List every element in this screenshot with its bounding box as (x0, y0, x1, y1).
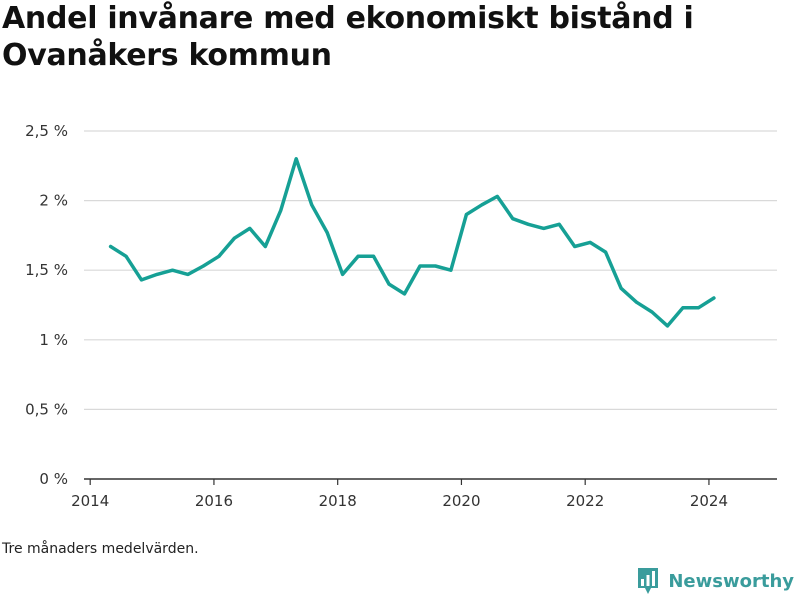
y-tick-label: 0 % (39, 470, 68, 488)
data-point (155, 272, 159, 276)
x-tick-label: 2022 (566, 492, 604, 510)
y-tick-label: 1 % (39, 331, 68, 349)
data-point (372, 254, 376, 258)
data-point (557, 222, 561, 226)
series-line (108, 157, 716, 328)
data-point (217, 254, 221, 258)
data-point (310, 203, 314, 207)
data-point (279, 208, 283, 212)
data-point (526, 222, 530, 226)
data-point (573, 245, 577, 249)
data-point (356, 254, 360, 258)
data-point (681, 306, 685, 310)
y-tick-label: 0,5 % (25, 400, 68, 418)
data-point (449, 268, 453, 272)
x-axis-ticks: 2014 2016 2018 2020 2022 2024 (71, 479, 728, 510)
y-tick-label: 2,5 % (25, 122, 68, 140)
data-point (433, 264, 437, 268)
data-point (170, 268, 174, 272)
y-axis-ticks: 0 % 0,5 % 1 % 1,5 % 2 % 2,5 % (25, 122, 68, 488)
data-point (495, 194, 499, 198)
x-tick-label: 2018 (319, 492, 357, 510)
data-point (696, 306, 700, 310)
data-point (140, 278, 144, 282)
x-tick-label: 2014 (71, 492, 109, 510)
y-tick-label: 1,5 % (25, 261, 68, 279)
data-point (186, 272, 190, 276)
data-point (232, 236, 236, 240)
chart-note: Tre månaders medelvärden. (2, 541, 199, 557)
data-point (650, 310, 654, 314)
brand-logo[interactable]: Newsworthy (636, 566, 794, 596)
data-point (635, 300, 639, 304)
series-layer (108, 157, 716, 328)
x-tick-label: 2024 (690, 492, 728, 510)
data-point (124, 254, 128, 258)
data-point (201, 264, 205, 268)
data-point (263, 245, 267, 249)
y-tick-label: 2 % (39, 192, 68, 210)
data-point (294, 157, 298, 161)
data-point (403, 292, 407, 296)
chart-title: Andel invånare med ekonomiskt bistånd i … (2, 1, 694, 73)
data-point (511, 217, 515, 221)
data-point (712, 296, 716, 300)
bar-chart-pin-icon (638, 568, 659, 594)
data-point (464, 213, 468, 217)
data-point (387, 282, 391, 286)
data-point (341, 272, 345, 276)
x-tick-label: 2016 (195, 492, 233, 510)
x-tick-label: 2020 (442, 492, 480, 510)
data-point (604, 250, 608, 254)
data-point (665, 324, 669, 328)
data-point (325, 231, 329, 235)
line-chart: 0 % 0,5 % 1 % 1,5 % 2 % 2,5 % 2014 2016 2018 202… (25, 122, 777, 510)
gridlines (84, 130, 777, 410)
data-point (588, 240, 592, 244)
data-point (418, 264, 422, 268)
brand-name: Newsworthy (668, 570, 794, 592)
data-point (480, 203, 484, 207)
data-point (248, 226, 252, 230)
data-point (619, 286, 623, 290)
data-point (542, 226, 546, 230)
data-point (109, 245, 113, 249)
